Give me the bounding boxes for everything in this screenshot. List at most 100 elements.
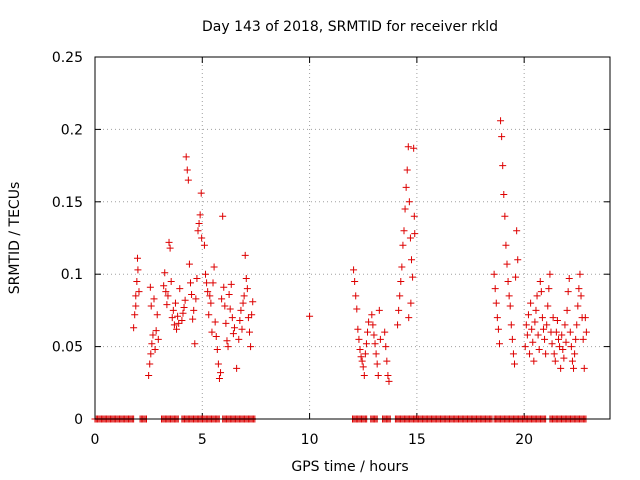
data-point	[530, 357, 538, 365]
data-point	[533, 292, 541, 300]
data-point	[559, 345, 567, 353]
data-point	[505, 292, 513, 300]
data-point	[165, 238, 173, 246]
data-point	[538, 314, 546, 322]
plot-frame	[94, 56, 611, 420]
data-point	[203, 279, 211, 287]
data-point	[353, 305, 361, 313]
data-point	[495, 340, 503, 348]
data-point	[189, 315, 197, 323]
data-point	[537, 288, 545, 296]
data-point	[501, 212, 509, 220]
data-point	[229, 330, 237, 338]
data-point	[503, 260, 511, 268]
data-point	[400, 227, 408, 235]
data-point	[241, 251, 249, 259]
data-point	[153, 311, 161, 319]
data-point	[212, 332, 220, 340]
data-point	[550, 350, 558, 358]
data-point	[560, 354, 568, 362]
data-point	[580, 364, 588, 372]
data-point	[163, 301, 171, 309]
data-point	[369, 321, 377, 329]
data-point	[507, 321, 515, 329]
data-point	[579, 335, 587, 343]
data-point	[395, 306, 403, 314]
data-point	[198, 234, 206, 242]
data-point	[162, 288, 170, 296]
data-point	[154, 335, 162, 343]
data-point	[220, 283, 228, 291]
data-point	[398, 263, 406, 271]
data-point	[383, 357, 391, 365]
data-point	[512, 273, 520, 281]
data-point	[384, 372, 392, 380]
data-point	[373, 360, 381, 368]
data-point	[219, 212, 227, 220]
data-point	[228, 314, 236, 322]
data-point	[563, 306, 571, 314]
data-point	[249, 298, 257, 306]
data-point	[528, 325, 536, 333]
data-point	[523, 331, 531, 339]
data-point	[544, 302, 552, 310]
data-point	[572, 335, 580, 343]
data-point	[406, 234, 414, 242]
x-tick-label: 10	[301, 432, 319, 448]
data-point	[573, 321, 581, 329]
data-point	[500, 191, 508, 199]
data-point	[248, 311, 256, 319]
data-point	[192, 295, 200, 303]
data-point	[396, 292, 404, 300]
data-point	[539, 325, 547, 333]
data-point	[133, 254, 141, 262]
data-point	[197, 189, 205, 197]
data-point	[350, 266, 358, 274]
data-point	[207, 299, 215, 307]
data-point	[239, 299, 247, 307]
data-point	[492, 299, 500, 307]
y-tick-label: 0.25	[52, 50, 83, 66]
data-point	[175, 319, 183, 327]
data-point	[224, 343, 232, 351]
y-axis-label: SRMTID / TECUs	[7, 182, 23, 295]
data-point	[358, 357, 366, 365]
data-point	[230, 324, 238, 332]
x-tick-label: 15	[408, 432, 426, 448]
data-point	[146, 283, 154, 291]
data-point	[409, 273, 417, 281]
data-point	[130, 324, 138, 332]
data-point	[365, 318, 373, 326]
data-point	[214, 360, 222, 368]
data-point	[555, 335, 562, 343]
data-point	[240, 292, 248, 300]
data-point	[148, 340, 156, 348]
axis-ticks: 0 0.05 0.1 0.15 0.2 0.25 0 5 10 15 20	[52, 50, 610, 448]
data-point	[524, 311, 532, 319]
data-point	[532, 306, 540, 314]
data-point	[549, 314, 557, 322]
x-tick-label: 5	[198, 432, 207, 448]
data-point	[506, 302, 514, 310]
data-point	[202, 270, 210, 278]
data-point	[571, 350, 579, 358]
data-point	[164, 292, 172, 300]
data-point	[411, 230, 419, 238]
data-point	[168, 314, 176, 322]
data-point	[508, 335, 516, 343]
data-point	[173, 325, 181, 333]
data-point	[134, 266, 142, 274]
data-point	[160, 282, 168, 290]
data-point	[521, 343, 529, 351]
data-point	[242, 275, 250, 283]
data-point	[194, 227, 202, 235]
y-tick-label: 0.2	[61, 122, 83, 138]
data-point	[243, 285, 251, 293]
data-point	[135, 288, 143, 296]
data-point	[171, 299, 179, 307]
data-point	[527, 299, 535, 307]
data-point	[150, 295, 158, 303]
x-tick-label: 20	[515, 432, 533, 448]
data-point	[575, 285, 583, 293]
